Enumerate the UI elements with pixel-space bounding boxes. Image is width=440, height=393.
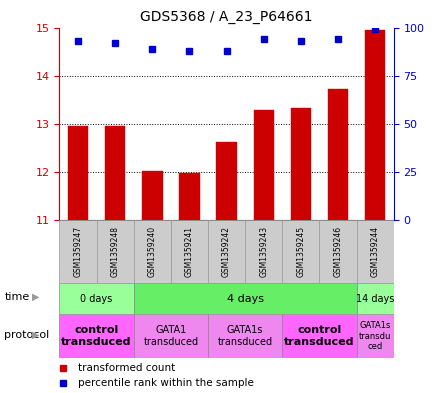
- FancyBboxPatch shape: [282, 220, 319, 283]
- Text: GSM1359245: GSM1359245: [297, 226, 305, 277]
- Title: GDS5368 / A_23_P64661: GDS5368 / A_23_P64661: [140, 10, 313, 24]
- FancyBboxPatch shape: [319, 220, 357, 283]
- Bar: [142, 171, 162, 220]
- Text: 0 days: 0 days: [81, 294, 113, 304]
- FancyBboxPatch shape: [357, 283, 394, 314]
- FancyBboxPatch shape: [134, 220, 171, 283]
- Text: ▶: ▶: [32, 292, 39, 302]
- FancyBboxPatch shape: [59, 314, 134, 358]
- Bar: [328, 89, 348, 220]
- Text: transformed count: transformed count: [78, 362, 175, 373]
- Text: 14 days: 14 days: [356, 294, 394, 304]
- Text: time: time: [4, 292, 29, 302]
- Text: control
transduced: control transduced: [284, 325, 355, 347]
- FancyBboxPatch shape: [96, 220, 134, 283]
- Text: GATA1s
transdu
ced: GATA1s transdu ced: [359, 321, 392, 351]
- Text: ▶: ▶: [32, 330, 39, 340]
- FancyBboxPatch shape: [59, 220, 96, 283]
- Text: GATA1s
transduced: GATA1s transduced: [218, 325, 273, 347]
- Bar: [216, 142, 237, 220]
- FancyBboxPatch shape: [134, 314, 208, 358]
- FancyBboxPatch shape: [357, 220, 394, 283]
- Text: percentile rank within the sample: percentile rank within the sample: [78, 378, 254, 388]
- Text: 4 days: 4 days: [227, 294, 264, 304]
- Text: GSM1359244: GSM1359244: [371, 226, 380, 277]
- Text: GSM1359242: GSM1359242: [222, 226, 231, 277]
- Bar: [179, 173, 200, 220]
- FancyBboxPatch shape: [282, 314, 357, 358]
- Bar: [365, 30, 385, 220]
- FancyBboxPatch shape: [357, 314, 394, 358]
- FancyBboxPatch shape: [245, 220, 282, 283]
- Bar: [105, 126, 125, 220]
- Text: GSM1359246: GSM1359246: [334, 226, 343, 277]
- Text: GSM1359248: GSM1359248: [110, 226, 120, 277]
- Bar: [253, 110, 274, 220]
- Text: GATA1
transduced: GATA1 transduced: [143, 325, 198, 347]
- FancyBboxPatch shape: [208, 314, 282, 358]
- Bar: [68, 126, 88, 220]
- Text: protocol: protocol: [4, 330, 50, 340]
- Text: GSM1359240: GSM1359240: [148, 226, 157, 277]
- FancyBboxPatch shape: [134, 283, 357, 314]
- Text: control
transduced: control transduced: [61, 325, 132, 347]
- FancyBboxPatch shape: [171, 220, 208, 283]
- FancyBboxPatch shape: [208, 220, 245, 283]
- Bar: [291, 108, 311, 220]
- FancyBboxPatch shape: [59, 283, 134, 314]
- Text: GSM1359241: GSM1359241: [185, 226, 194, 277]
- Text: GSM1359243: GSM1359243: [259, 226, 268, 277]
- Text: GSM1359247: GSM1359247: [73, 226, 82, 277]
